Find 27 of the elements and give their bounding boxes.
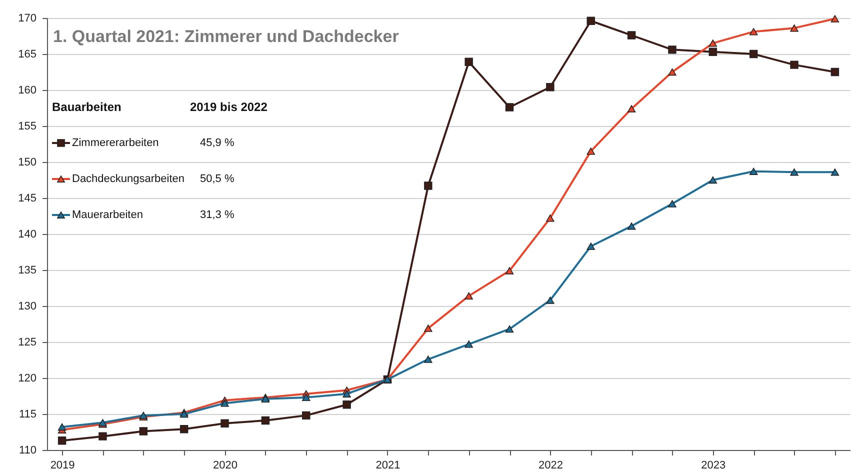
y-tick-label: 170: [18, 12, 36, 24]
annotation: 45,9 %: [200, 137, 234, 149]
x-tick-label: 2019: [50, 460, 75, 472]
y-tick-label: 145: [18, 192, 36, 204]
y-tick-label: 150: [18, 156, 36, 168]
annotation: 50,5 %: [200, 173, 234, 185]
y-tick-label: 135: [18, 264, 36, 276]
legend-label: Zimmererarbeiten: [72, 137, 159, 149]
y-tick-label: 155: [18, 120, 36, 132]
y-tick-label: 120: [18, 372, 36, 384]
x-tick-label: 2023: [701, 460, 726, 472]
y-tick-label: 125: [18, 336, 36, 348]
y-tick-label: 115: [18, 408, 36, 420]
x-tick-label: 2022: [538, 460, 563, 472]
y-tick-label: 140: [18, 228, 36, 240]
text: 1. Quartal 2021: Zimmerer und Dachdecker: [53, 27, 400, 46]
y-tick-label: 160: [18, 84, 36, 96]
legend-label: Mauerarbeiten: [72, 209, 143, 221]
annotation: 2019 bis 2022: [190, 100, 268, 114]
y-tick-label: 130: [18, 300, 36, 312]
x-tick-label: 2021: [376, 460, 400, 472]
y-tick-label: 110: [18, 444, 36, 456]
annotation: 31,3 %: [200, 209, 234, 221]
legend-title: Bauarbeiten: [52, 100, 122, 114]
x-tick-label: 2020: [213, 460, 238, 472]
legend-label: Dachdeckungsarbeiten: [72, 173, 185, 185]
y-tick-label: 165: [18, 48, 36, 60]
